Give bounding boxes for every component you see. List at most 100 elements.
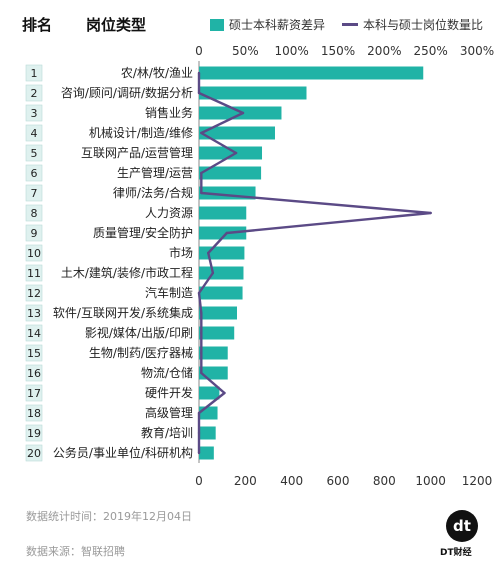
legend-line: 本科与硕士岗位数量比 (342, 16, 483, 33)
category-label: 咨询/顾问/调研/数据分析 (61, 85, 193, 100)
rank-label: 10 (27, 247, 41, 260)
category-label: 生物/制药/医疗器械 (89, 345, 193, 360)
rank-label: 3 (31, 107, 38, 120)
rank-box (25, 64, 43, 82)
top-axis-tick: 250% (414, 44, 448, 58)
rank-header: 排名 (22, 16, 53, 34)
category-label: 软件/互联网开发/系统集成 (53, 305, 193, 320)
bar-swatch (210, 18, 224, 31)
source-note: 数据来源：智联招聘 (26, 545, 125, 558)
rank-label: 14 (27, 327, 41, 340)
category-label: 律师/法务/合规 (113, 185, 193, 200)
rank-label: 7 (31, 187, 38, 200)
rank-box (25, 164, 43, 182)
rank-box (25, 84, 43, 102)
rank-label: 4 (31, 127, 38, 140)
top-axis-tick: 200% (367, 44, 401, 58)
rank-box (25, 324, 43, 342)
salary-gap-bar (199, 266, 244, 280)
type-header: 岗位类型 (86, 16, 147, 34)
category-label: 互联网产品/运营管理 (81, 145, 193, 160)
rank-label: 8 (31, 207, 38, 220)
category-label: 生产管理/运营 (117, 165, 193, 180)
ratio-point (223, 391, 226, 395)
ratio-point (241, 111, 245, 115)
salary-gap-bar (199, 306, 237, 320)
category-label: 影视/媒体/出版/印刷 (85, 325, 193, 340)
category-label: 公务员/事业单位/科研机构 (53, 445, 193, 460)
rank-box (25, 424, 43, 442)
rank-box (25, 404, 43, 422)
bottom-axis-tick: 0 (195, 474, 203, 488)
rank-label: 9 (31, 227, 38, 240)
salary-gap-bar (199, 246, 245, 260)
top-axis-tick: 50% (232, 44, 259, 58)
rank-label: 5 (31, 147, 38, 160)
top-axis-tick: 150% (321, 44, 355, 58)
rank-label: 2 (31, 87, 38, 100)
ratio-point (200, 131, 203, 135)
category-label: 质量管理/安全防护 (93, 225, 193, 240)
date-note: 数据统计时间：2019年12月04日 (26, 510, 192, 523)
ratio-point (225, 231, 228, 235)
ratio-point (197, 451, 201, 455)
salary-gap-bar (199, 126, 275, 140)
ratio-point (234, 151, 238, 155)
line-swatch (342, 23, 358, 26)
ratio-point (211, 271, 215, 275)
ratio-point (200, 311, 203, 315)
salary-gap-bar (199, 86, 307, 100)
ratio-point (197, 91, 201, 95)
salary-gap-bar (199, 446, 214, 460)
category-label: 人力资源 (145, 206, 193, 220)
top-axis-tick: 0 (195, 44, 203, 58)
category-label: 市场 (169, 245, 193, 260)
rank-box (25, 184, 43, 202)
rank-label: 17 (27, 387, 41, 400)
salary-gap-bar (199, 346, 228, 360)
legend-line-label: 本科与硕士岗位数量比 (363, 18, 484, 32)
salary-gap-bar (199, 386, 220, 400)
ratio-point (197, 411, 201, 415)
ratio-point (200, 171, 203, 175)
category-label: 销售业务 (145, 105, 193, 120)
category-label: 高级管理 (145, 405, 193, 420)
category-label: 机械设计/制造/维修 (89, 125, 193, 140)
category-label: 汽车制造 (145, 285, 193, 300)
rank-box (25, 284, 43, 302)
category-label: 土木/建筑/装修/市政工程 (61, 265, 193, 280)
ratio-point (207, 251, 210, 255)
rank-box (25, 144, 43, 162)
rank-box (25, 364, 43, 382)
bottom-axis-tick: 600 (327, 474, 350, 488)
salary-gap-bar (199, 166, 262, 180)
rank-box (25, 124, 43, 142)
top-axis-tick: 300% (460, 44, 494, 58)
salary-gap-bar (199, 426, 216, 440)
rank-label: 19 (27, 427, 41, 440)
rank-label: 12 (27, 287, 41, 300)
rank-box (25, 244, 43, 262)
ratio-point (200, 191, 203, 195)
ratio-point (200, 331, 203, 335)
bottom-axis-tick: 800 (373, 474, 396, 488)
rank-label: 18 (27, 407, 41, 420)
rank-box (25, 304, 43, 322)
salary-gap-bar (199, 226, 247, 240)
rank-box (25, 344, 43, 362)
ratio-point (197, 291, 201, 295)
chart: 0 50% 100% 150% 200% 250% 300% 0 200 400 600 800 100… (25, 44, 494, 488)
bottom-axis-tick: 400 (280, 474, 303, 488)
ratio-point (200, 371, 203, 375)
salary-gap-bar (199, 366, 228, 380)
rank-box (25, 224, 43, 242)
bottom-axis-tick: 1000 (415, 474, 446, 488)
ratio-point (197, 431, 201, 435)
category-label: 农/林/牧/渔业 (121, 66, 193, 80)
ratio-point (429, 211, 432, 215)
rank-label: 20 (27, 447, 41, 460)
rank-box (25, 384, 43, 402)
top-axis-tick: 100% (275, 44, 309, 58)
ratio-point (197, 71, 201, 75)
salary-gap-bar (199, 326, 235, 340)
